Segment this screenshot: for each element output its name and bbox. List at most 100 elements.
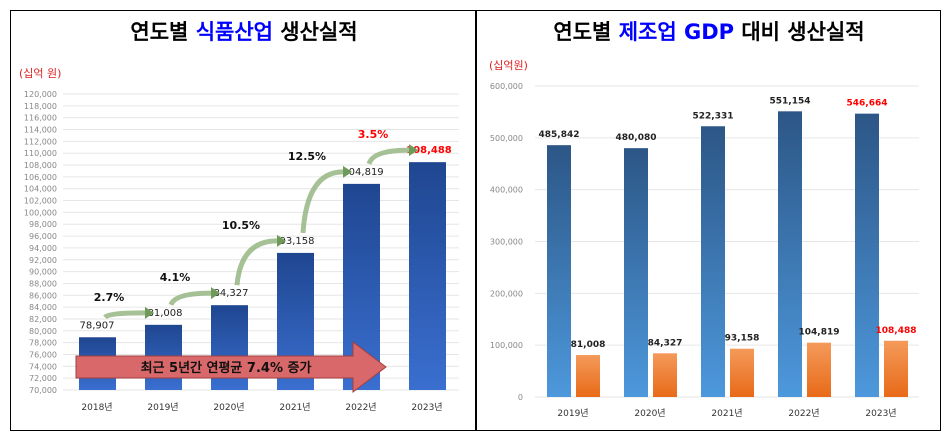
y-tick-label: 400,000 [490, 186, 523, 195]
y-tick-label: 120,000 [24, 90, 57, 99]
average-growth-annotation: 최근 5년간 연평균 7.4% 증가 [141, 360, 312, 376]
bar-series1-2022년 [778, 111, 802, 397]
growth-arrow-head [409, 144, 418, 157]
bar-series2-2023년 [884, 340, 908, 397]
y-tick-label: 78,000 [29, 339, 57, 348]
y-tick-label: 104,000 [24, 185, 57, 194]
x-tick-label: 2019년 [557, 408, 588, 419]
chart-title: 연도별 식품산업 생산실적 [130, 20, 357, 44]
bar-series1-2021년 [701, 126, 725, 398]
value-label: 81,008 [571, 340, 606, 350]
food-industry-chart-panel: 연도별 식품산업 생산실적 (십억 원) 70,000 72,000 74,000 76,… [10, 10, 476, 431]
y-tick-label: 300,000 [490, 238, 523, 247]
growth-rate-label: 12.5% [288, 150, 326, 163]
chart-title-part: 대비 생산실적 [734, 20, 865, 44]
y-tick-label: 100,000 [24, 208, 57, 217]
bar-series1-2019년 [547, 145, 571, 397]
chart-title-part: 연도별 [553, 20, 618, 44]
x-tick-label: 2021년 [279, 402, 310, 413]
value-label: 93,158 [725, 334, 760, 344]
chart-title-part: 식품산업 [196, 20, 273, 44]
x-tick-label: 2022년 [788, 408, 819, 419]
growth-rate-label: 3.5% [358, 128, 389, 141]
growth-rate-label: 2.7% [94, 291, 125, 304]
y-tick-label: 70,000 [29, 386, 57, 395]
value-label: 108,488 [406, 145, 452, 156]
chart-title-part: 연도별 [130, 20, 195, 44]
y-tick-label: 80,000 [29, 327, 57, 336]
growth-arrow-head [343, 165, 352, 178]
value-label: 84,327 [648, 338, 683, 348]
growth-arrow-head [277, 234, 286, 247]
x-tick-label: 2022년 [345, 402, 376, 413]
manufacturing-gdp-chart-panel: 연도별 제조업 GDP 대비 생산실적 (십억원) 0 100,000 200,000 3… [476, 10, 941, 431]
value-label: 84,327 [214, 288, 249, 299]
growth-arrow [300, 169, 344, 234]
x-tick-label: 2023년 [411, 402, 442, 413]
y-tick-label: 100,000 [490, 341, 523, 350]
average-growth-arrow [75, 340, 387, 394]
y-tick-label: 0 [518, 393, 523, 402]
value-label: 104,819 [799, 328, 840, 338]
y-tick-label: 102,000 [24, 197, 57, 206]
value-label: 108,488 [876, 326, 917, 336]
x-tick-label: 2020년 [213, 402, 244, 413]
y-tick-label: 90,000 [29, 268, 57, 277]
growth-arrow [234, 238, 278, 286]
growth-arrow [366, 147, 410, 165]
bar-2023년 [409, 162, 446, 390]
value-label: 480,080 [616, 133, 657, 143]
y-axis-unit-label: (십억원) [489, 59, 528, 72]
growth-arrow-head [145, 306, 154, 319]
y-axis-unit-label: (십억 원) [19, 67, 61, 80]
growth-rate-label: 10.5% [222, 219, 260, 232]
y-tick-label: 86,000 [29, 291, 57, 300]
chart-title: 연도별 제조업 GDP 대비 생산실적 [553, 20, 864, 44]
growth-arrow-head [211, 287, 220, 300]
value-label: 78,907 [80, 320, 115, 331]
bar-series2-2022년 [807, 342, 831, 397]
x-tick-label: 2018년 [81, 402, 112, 413]
growth-rate-label: 4.1% [160, 271, 191, 284]
x-tick-label: 2023년 [865, 408, 896, 419]
y-tick-label: 98,000 [29, 220, 57, 229]
y-tick-label: 74,000 [29, 362, 57, 371]
bar-series2-2020년 [653, 353, 677, 397]
bar-series1-2023년 [855, 113, 879, 398]
bar-series1-2020년 [624, 148, 648, 397]
y-tick-label: 88,000 [29, 279, 57, 288]
value-label: 522,331 [693, 111, 734, 121]
y-tick-label: 72,000 [29, 374, 57, 383]
growth-arrow [103, 310, 146, 320]
y-tick-label: 116,000 [24, 114, 57, 123]
y-tick-label: 500,000 [490, 134, 523, 143]
y-tick-label: 200,000 [490, 289, 523, 298]
gdp-comparison-chart: 연도별 제조업 GDP 대비 생산실적 (십억원) 0 100,000 200,000 3… [489, 20, 919, 419]
value-label: 104,819 [342, 167, 383, 178]
value-label: 81,008 [148, 308, 183, 319]
value-label: 551,154 [770, 96, 811, 106]
y-tick-label: 96,000 [29, 232, 57, 241]
y-tick-label: 94,000 [29, 244, 57, 253]
y-tick-label: 76,000 [29, 350, 57, 359]
value-label: 546,664 [847, 99, 888, 109]
y-tick-label: 92,000 [29, 256, 57, 265]
bar-series2-2019년 [576, 355, 600, 397]
y-tick-label: 110,000 [24, 149, 57, 158]
growth-arrow [168, 290, 212, 307]
bar-series2-2021년 [730, 348, 754, 397]
x-tick-label: 2021년 [711, 408, 742, 419]
y-tick-label: 82,000 [29, 315, 57, 324]
y-tick-label: 600,000 [490, 82, 523, 91]
y-tick-label: 84,000 [29, 303, 57, 312]
y-tick-label: 114,000 [24, 126, 57, 135]
y-tick-label: 112,000 [24, 137, 57, 146]
chart-title-part: 제조업 GDP [619, 20, 734, 44]
y-tick-label: 118,000 [24, 102, 57, 111]
x-tick-label: 2019년 [147, 402, 178, 413]
food-industry-chart: 연도별 식품산업 생산실적 (십억 원) 70,000 72,000 74,000 76,… [19, 20, 459, 413]
value-label: 93,158 [280, 236, 315, 247]
chart-title-part: 생산실적 [273, 20, 358, 44]
value-label: 485,842 [539, 130, 580, 140]
y-tick-label: 108,000 [24, 161, 57, 170]
